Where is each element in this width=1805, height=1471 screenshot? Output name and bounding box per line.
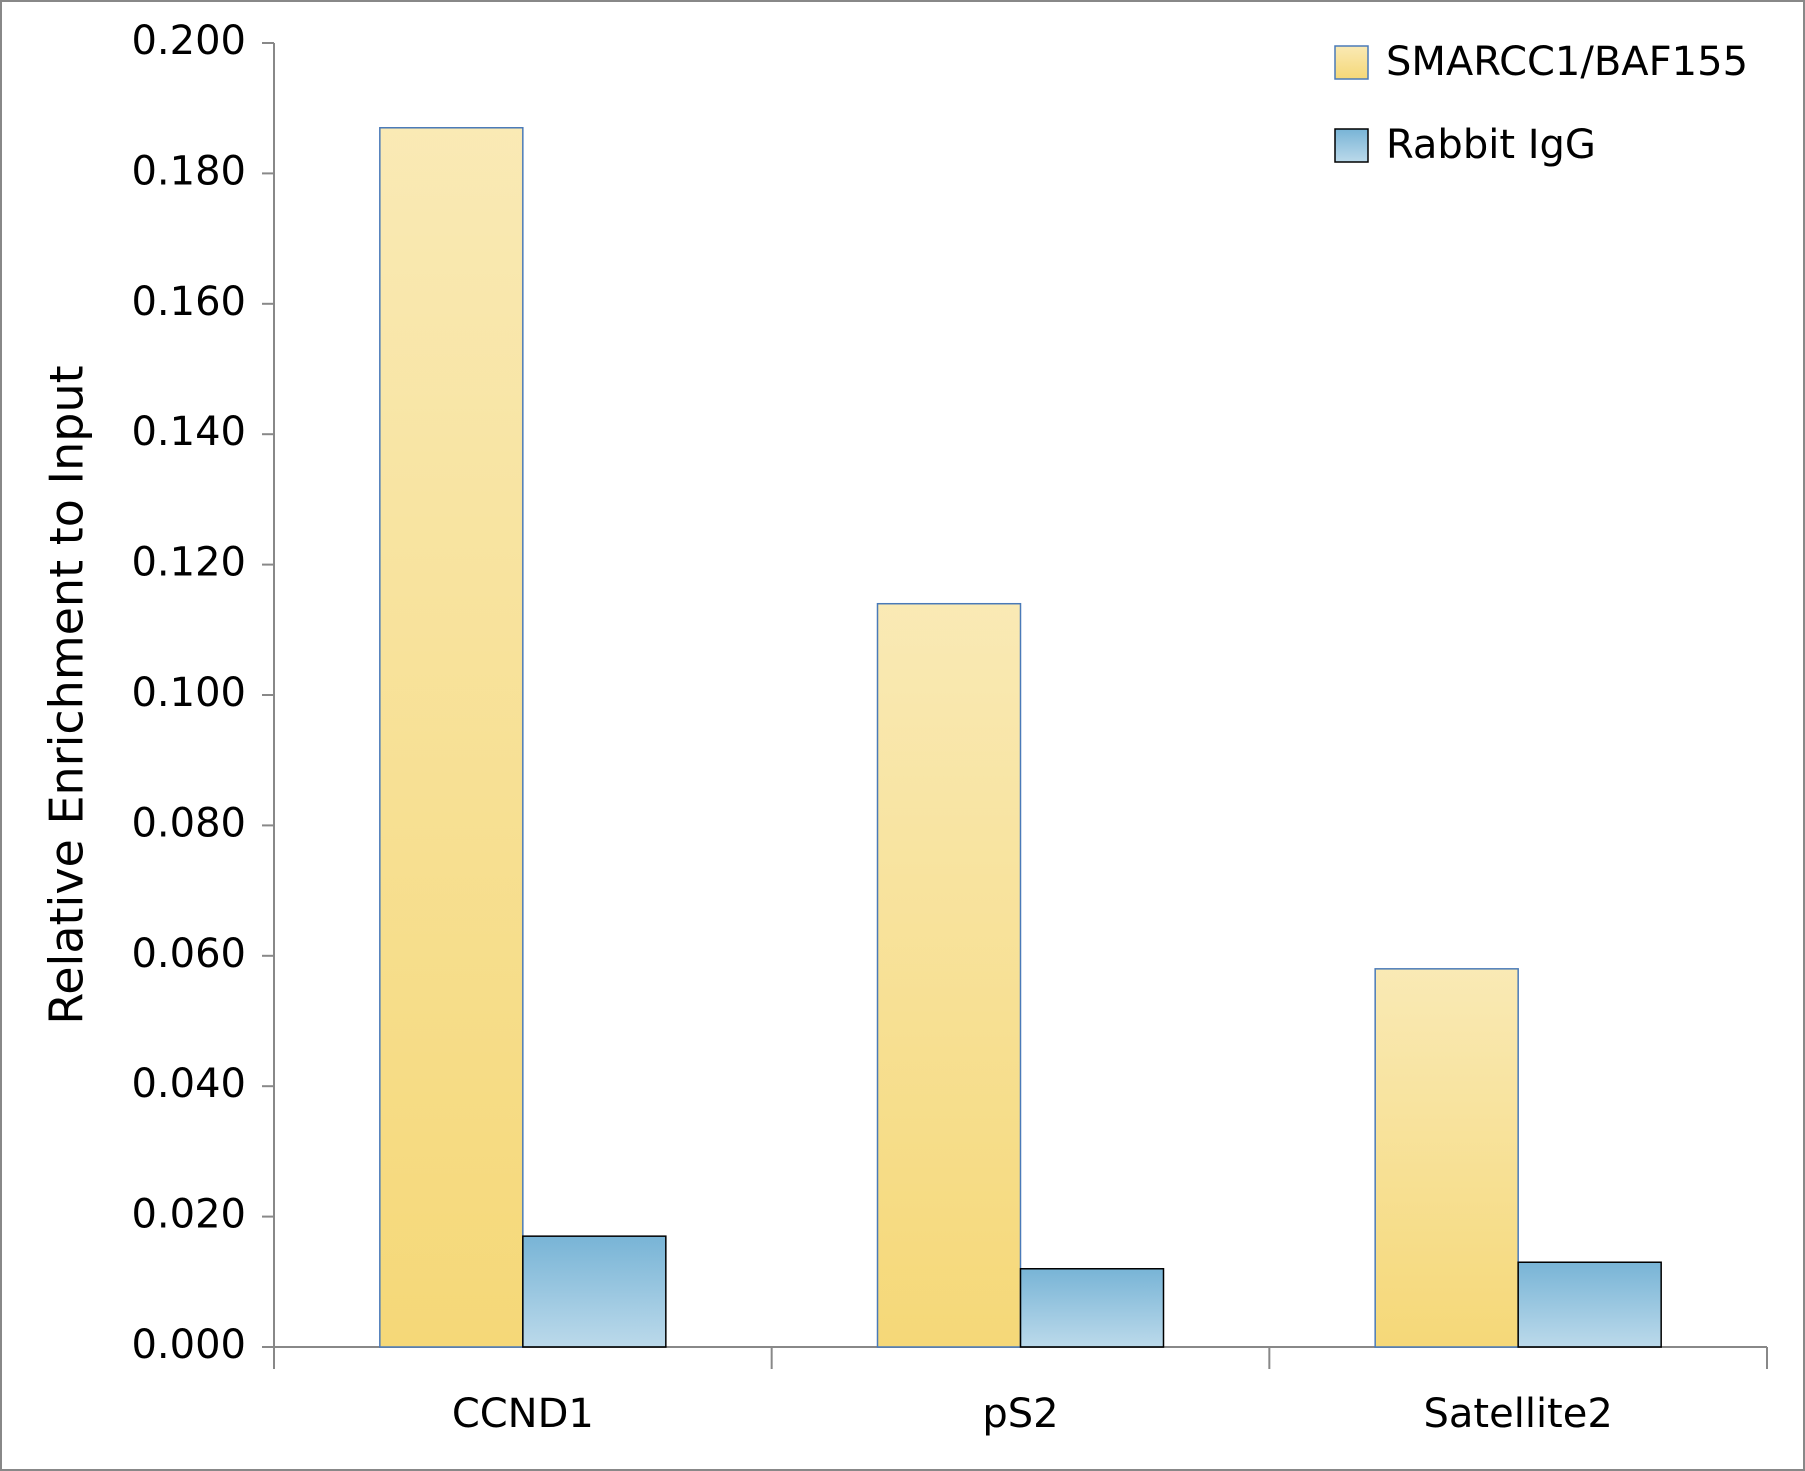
y-tick-label: 0.000 xyxy=(131,1322,246,1368)
y-tick-label: 0.060 xyxy=(131,931,246,977)
legend-label: SMARCC1/BAF155 xyxy=(1386,39,1748,85)
bar xyxy=(1374,968,1519,1348)
y-tick-label: 0.140 xyxy=(131,409,246,455)
y-tick-label: 0.160 xyxy=(131,279,246,325)
bar xyxy=(1019,1268,1165,1348)
y-tick-label: 0.020 xyxy=(131,1192,246,1238)
legend-label: Rabbit IgG xyxy=(1386,122,1596,168)
y-tick-label: 0.080 xyxy=(131,800,246,846)
x-tick-label: CCND1 xyxy=(452,1391,594,1437)
bar xyxy=(379,127,524,1348)
y-axis-label: Relative Enrichment to Input xyxy=(40,365,94,1024)
x-tick-label: pS2 xyxy=(982,1391,1058,1437)
bar xyxy=(522,1235,667,1348)
x-tick-label: Satellite2 xyxy=(1424,1391,1613,1437)
y-tick-label: 0.200 xyxy=(131,18,246,64)
legend-swatch xyxy=(1334,45,1369,80)
bar xyxy=(1517,1261,1662,1348)
legend-swatch xyxy=(1334,128,1369,163)
y-tick-label: 0.180 xyxy=(131,148,246,194)
y-tick-label: 0.040 xyxy=(131,1061,246,1107)
y-tick-label: 0.100 xyxy=(131,670,246,716)
y-tick-label: 0.120 xyxy=(131,540,246,586)
bar xyxy=(876,602,1022,1348)
